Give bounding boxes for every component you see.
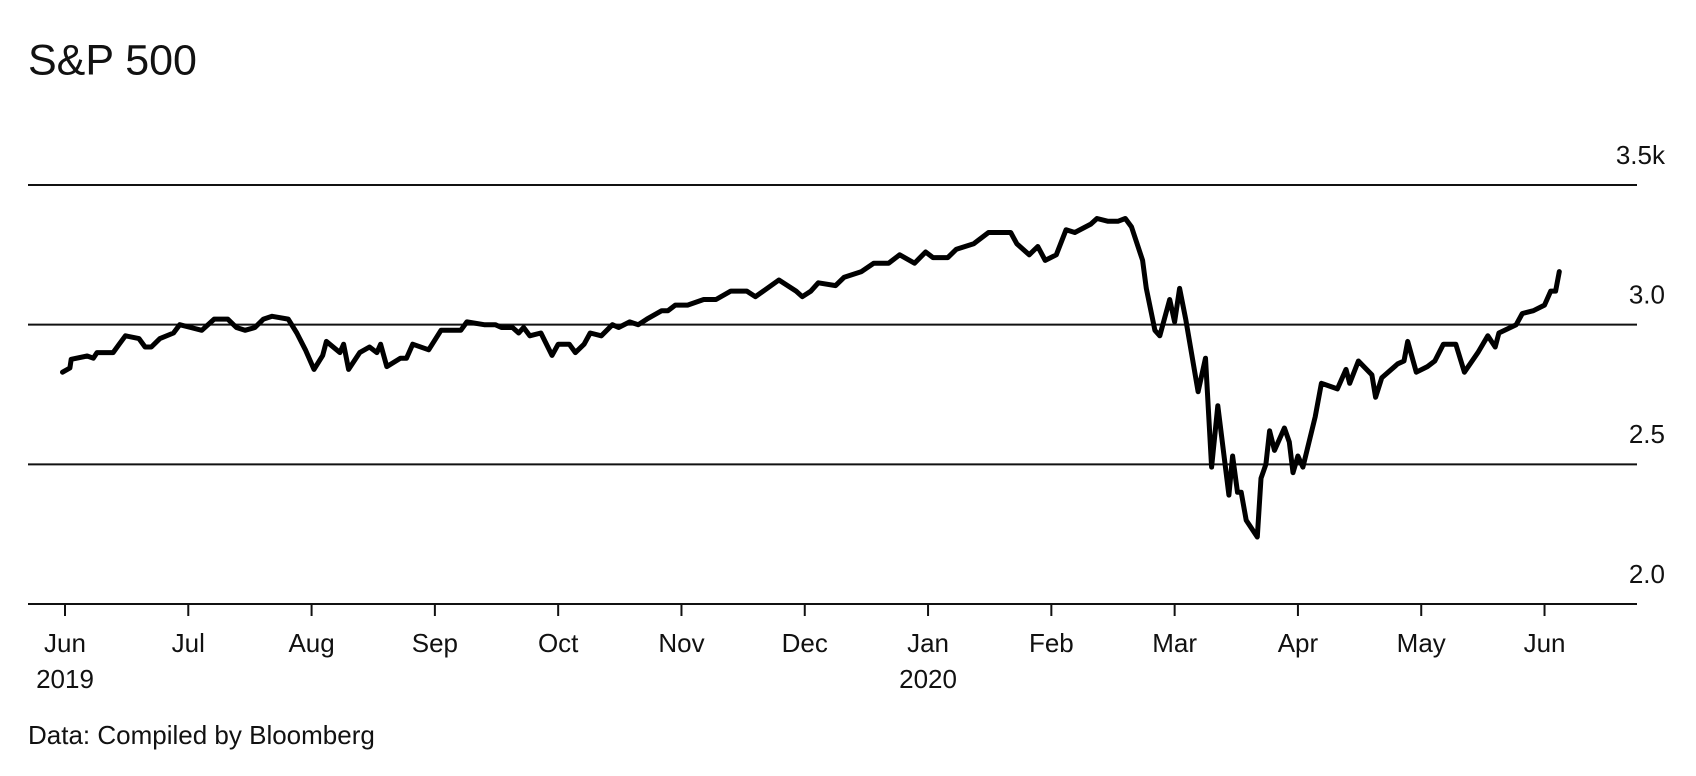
- source-note: Data: Compiled by Bloomberg: [28, 720, 375, 750]
- x-tick-label: Oct: [538, 628, 579, 658]
- y-tick-label: 2.5: [1629, 419, 1665, 449]
- x-tick-label: Jun: [1524, 628, 1566, 658]
- year-label: 2019: [36, 664, 94, 694]
- x-tick-label: Jul: [172, 628, 205, 658]
- x-tick-label: Aug: [288, 628, 334, 658]
- y-tick-label: 3.0: [1629, 280, 1665, 310]
- x-tick-label: Jan: [907, 628, 949, 658]
- y-tick-label: 3.5k: [1616, 140, 1666, 170]
- x-tick-label: May: [1397, 628, 1446, 658]
- y-tick-label: 2.0: [1629, 559, 1665, 589]
- x-tick-label: Nov: [658, 628, 704, 658]
- x-tick-label: Feb: [1029, 628, 1074, 658]
- x-tick-label: Sep: [412, 628, 458, 658]
- chart-title: S&P 500: [28, 36, 197, 84]
- x-tick-label: Apr: [1278, 628, 1319, 658]
- x-tick-label: Dec: [782, 628, 828, 658]
- year-label: 2020: [899, 664, 957, 694]
- x-tick-label: Mar: [1152, 628, 1197, 658]
- x-tick-label: Jun: [44, 628, 86, 658]
- price-line: [60, 216, 1562, 540]
